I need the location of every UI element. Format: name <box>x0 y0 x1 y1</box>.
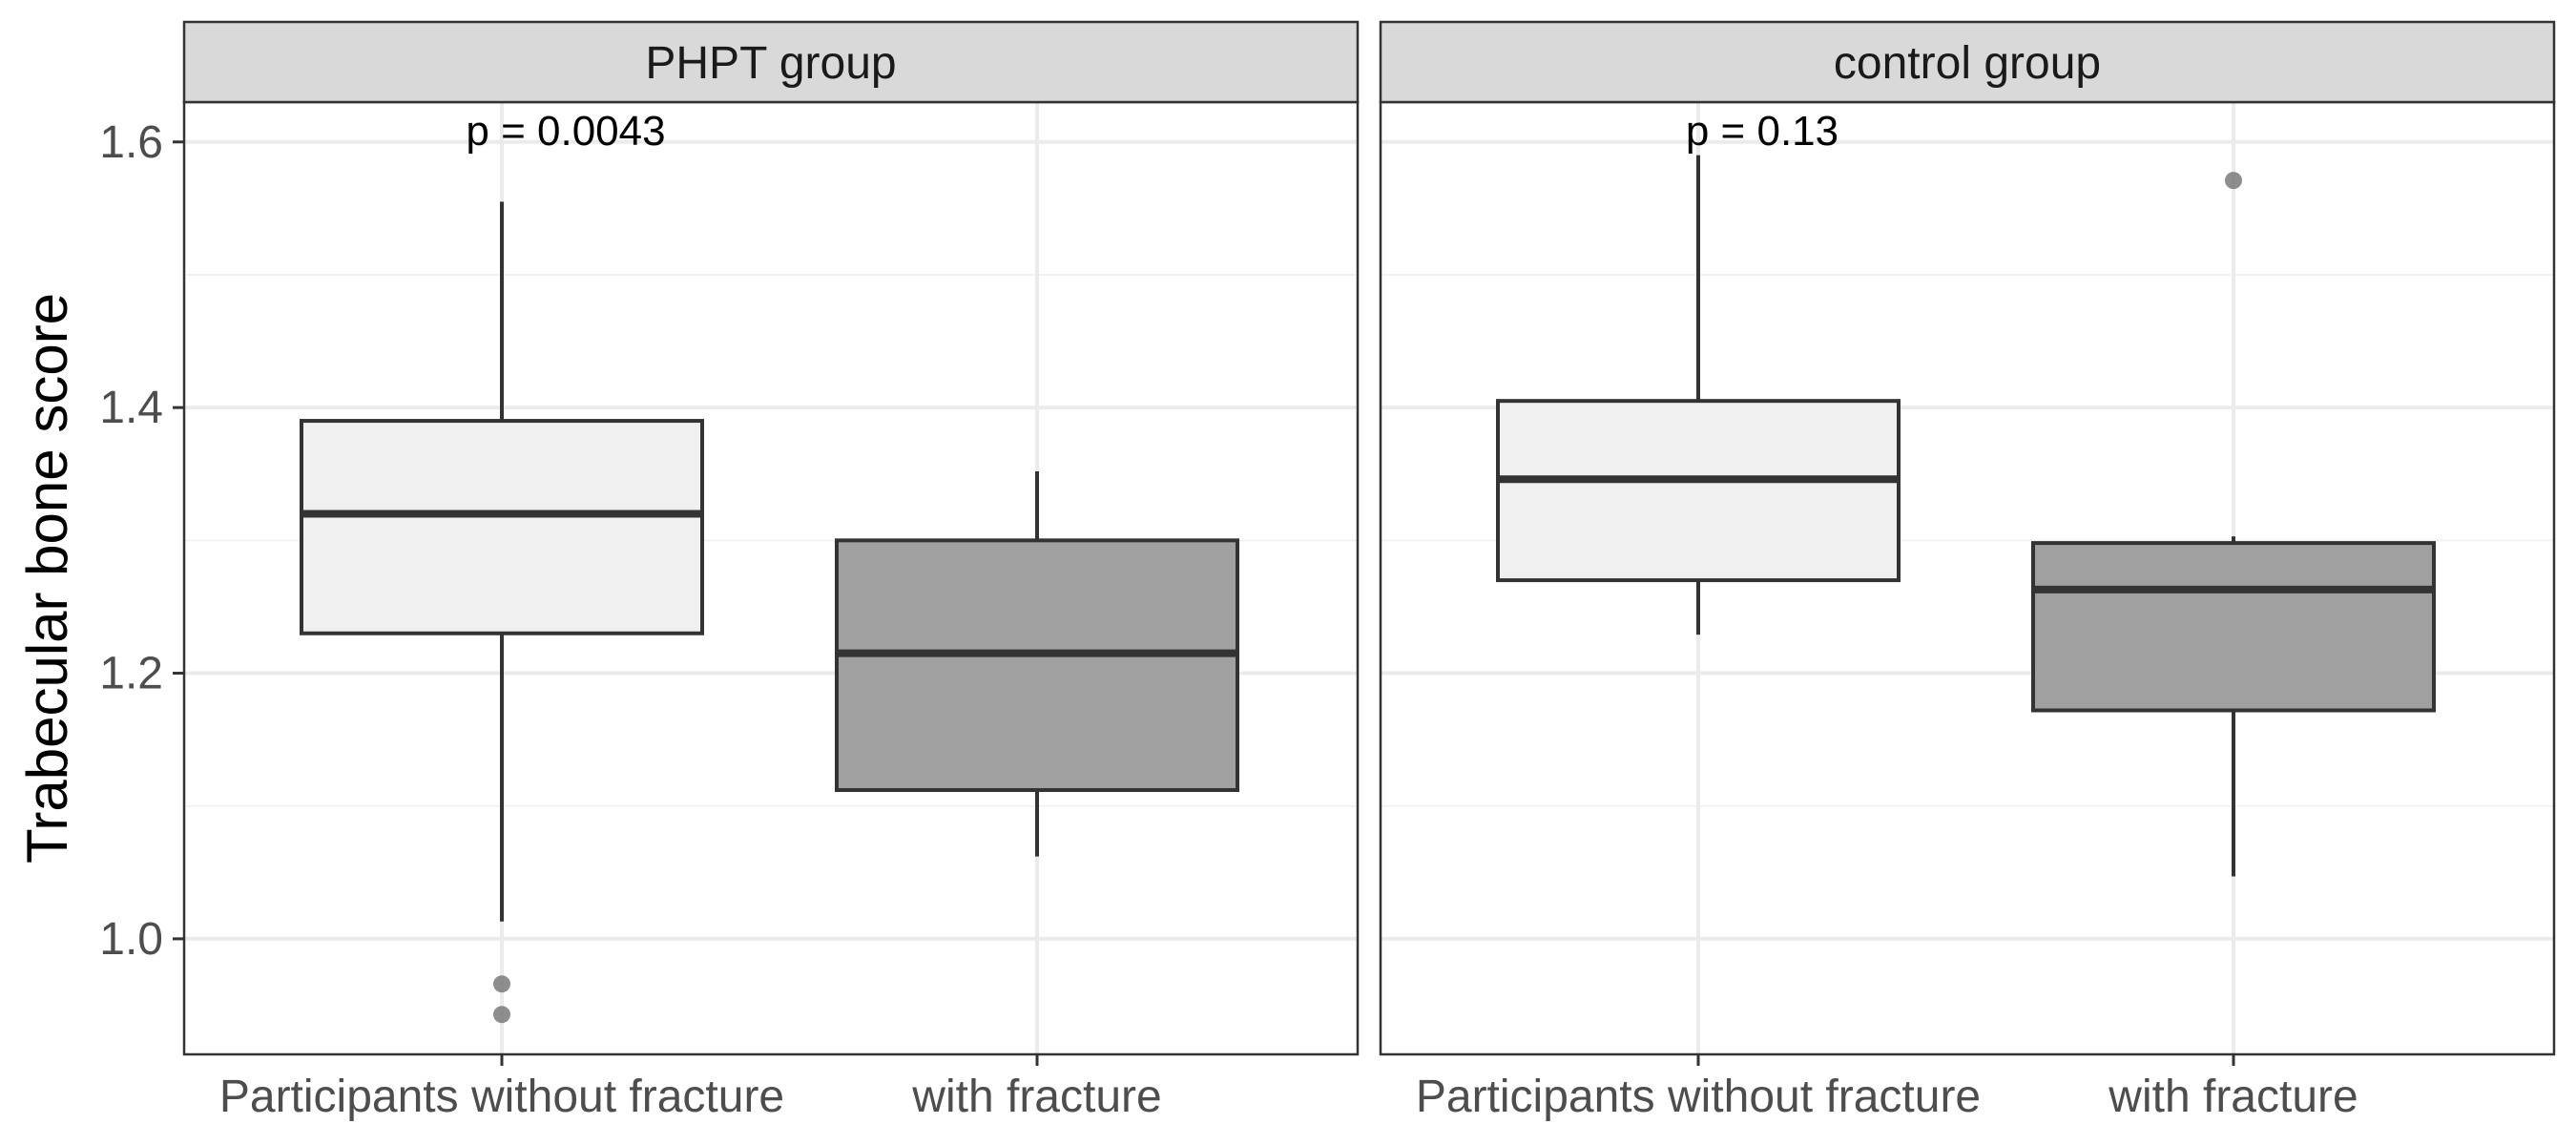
p-value-label: p = 0.13 <box>1686 108 1839 155</box>
panel-1: p = 0.0043 PHPT group Participants without… <box>182 20 1360 1122</box>
outlier-point <box>493 1006 510 1024</box>
box-without-fracture <box>300 419 704 635</box>
x-tick-label: Participants without fracture <box>219 1072 784 1122</box>
y-tick-label: 1.0 <box>99 914 163 965</box>
strip-background <box>182 20 1360 104</box>
y-tick-label: 1.6 <box>99 117 163 168</box>
box-with-fracture <box>2031 541 2436 713</box>
x-tick-label: with fracture <box>2108 1072 2358 1122</box>
panel-2: p = 0.13 control group Participants withou… <box>1379 20 2556 1122</box>
outlier-point <box>2225 172 2242 190</box>
p-value-label: p = 0.0043 <box>466 108 665 155</box>
x-tick-label: with fracture <box>911 1072 1161 1122</box>
panel-title: control group <box>1834 38 2101 89</box>
strip-background <box>1379 20 2556 104</box>
y-tick-label: 1.4 <box>99 383 163 433</box>
panel-title: PHPT group <box>645 38 896 89</box>
box-with-fracture <box>835 538 1239 793</box>
box-without-fracture <box>1496 399 1901 583</box>
x-tick-label: Participants without fracture <box>1416 1072 1981 1122</box>
y-tick-label: 1.2 <box>99 649 163 699</box>
y-axis-title: Trabecular bone score <box>15 293 79 864</box>
outlier-point <box>493 975 510 993</box>
